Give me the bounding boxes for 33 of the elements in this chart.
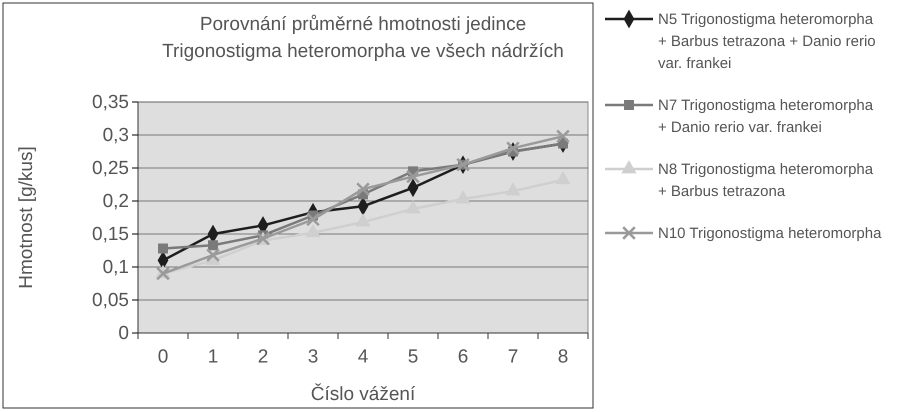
point: [356, 182, 370, 196]
point: [206, 248, 220, 262]
y-tick-label: 0,25: [92, 158, 129, 180]
y-tick-label: 0,35: [92, 92, 129, 114]
x-tick-label: 2: [258, 346, 268, 368]
point: [158, 244, 168, 254]
legend-label: N10 Trigonostigma heteromorpha: [658, 225, 882, 242]
point: [156, 266, 170, 281]
x-tick-label: 4: [358, 346, 369, 368]
point: [556, 129, 570, 144]
y-tick-label: 0,15: [92, 224, 129, 246]
chart-title: Porovnání průměrné hmotnosti jedince Trigonostigma heteromorpha ve všech nádržích: [162, 14, 564, 62]
x-tick-label: 7: [508, 346, 518, 368]
legend-label: N7 Trigonostigma heteromorpha + Danio rerio var. frankei: [658, 97, 874, 136]
x-tick-label: 0: [158, 346, 168, 368]
x-tick-label: 8: [558, 346, 568, 368]
x-axis-title: Číslo vážení: [310, 383, 416, 405]
y-tick-label: 0,3: [102, 125, 129, 146]
x-tick-label: 1: [208, 346, 218, 368]
point: [506, 141, 520, 156]
point: [306, 212, 320, 227]
y-tick-label: 0,05: [92, 290, 129, 312]
x-tick-label: 5: [408, 346, 418, 368]
point: [406, 170, 420, 184]
x-tick-label: 6: [458, 346, 468, 368]
y-tick-label: 0,2: [102, 191, 129, 212]
legend-label: N8 Trigonostigma heteromorpha + Barbus tetrazona: [658, 161, 874, 200]
y-tick-label: 0,1: [102, 257, 129, 278]
y-axis-title: Hmotnost [g/kus]: [16, 146, 37, 289]
x-tick-label: 3: [308, 346, 318, 368]
legend-label: N5 Trigonostigma heteromorpha + Barbus tetrazona + Danio rerio var. frankei: [658, 11, 876, 72]
y-tick-label: 0: [118, 323, 129, 344]
point: [208, 240, 218, 250]
